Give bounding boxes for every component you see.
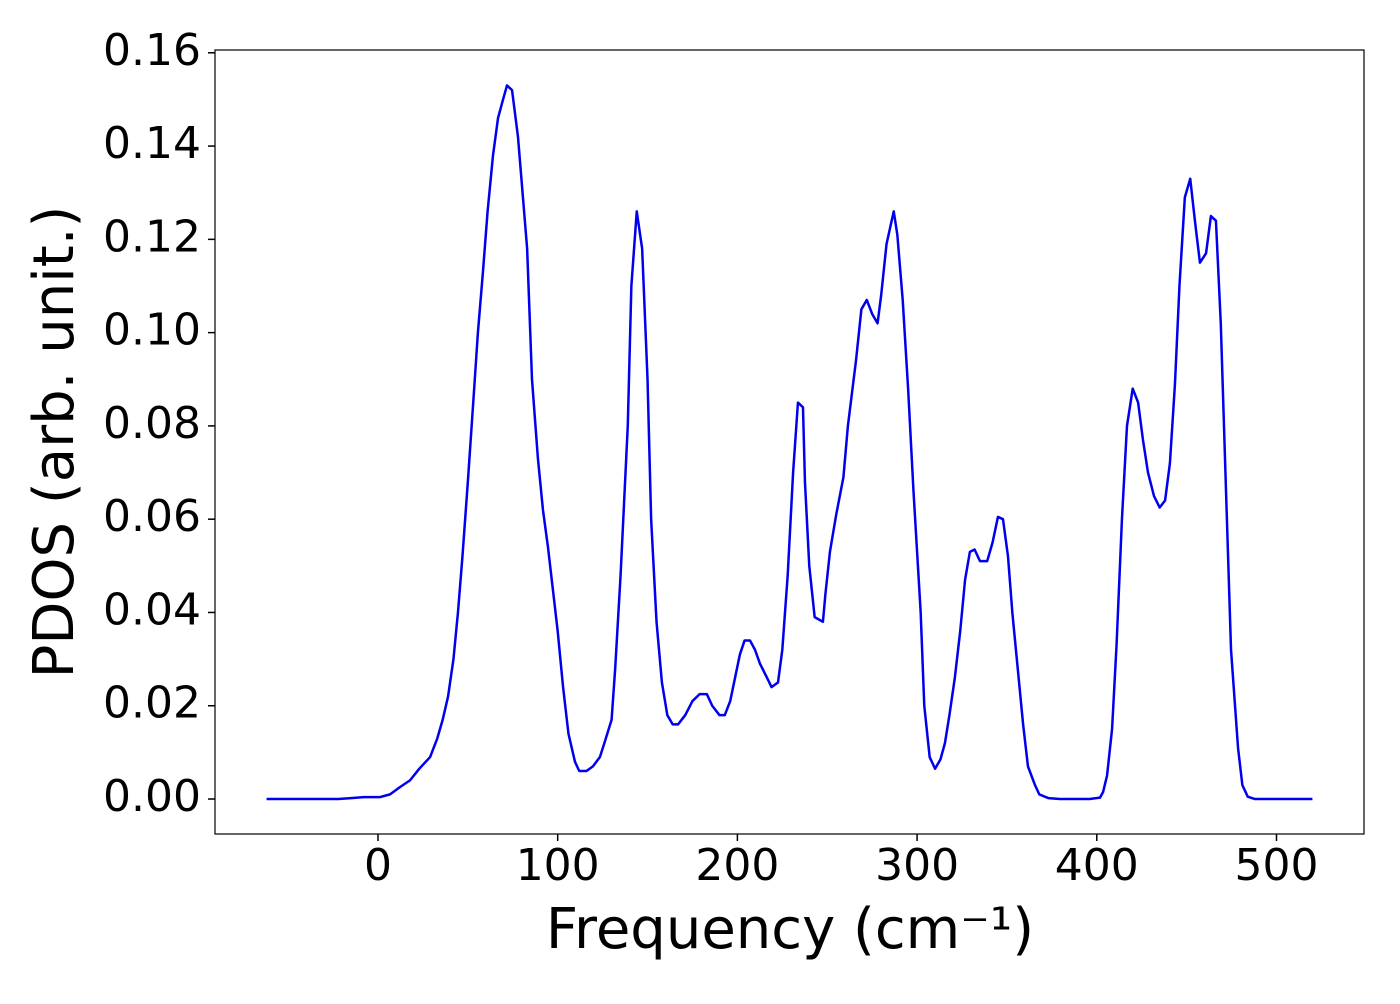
y-tick-label: 0.16 bbox=[103, 25, 201, 76]
y-tick-label: 0.10 bbox=[103, 305, 201, 356]
x-tick-label: 0 bbox=[364, 840, 392, 891]
y-tick-label: 0.00 bbox=[103, 771, 201, 822]
x-axis-label: Frequency (cm⁻¹) bbox=[546, 897, 1034, 962]
plot-frame bbox=[214, 49, 1365, 835]
line bbox=[266, 84, 1313, 801]
x-tick-label: 500 bbox=[1234, 840, 1318, 891]
y-tick-label: 0.14 bbox=[103, 118, 201, 169]
y-axis-label: PDOS (arb. unit.) bbox=[22, 206, 87, 679]
y-tick-label: 0.02 bbox=[103, 678, 201, 729]
y-tick-label: 0.04 bbox=[103, 584, 201, 635]
y-tick-label: 0.08 bbox=[103, 398, 201, 449]
x-tick-label: 200 bbox=[695, 840, 779, 891]
x-tick-label: 300 bbox=[875, 840, 959, 891]
y-tick-label: 0.06 bbox=[103, 491, 201, 542]
x-tick-label: 100 bbox=[516, 840, 600, 891]
x-tick-label: 400 bbox=[1055, 840, 1139, 891]
y-tick-label: 0.12 bbox=[103, 211, 201, 262]
